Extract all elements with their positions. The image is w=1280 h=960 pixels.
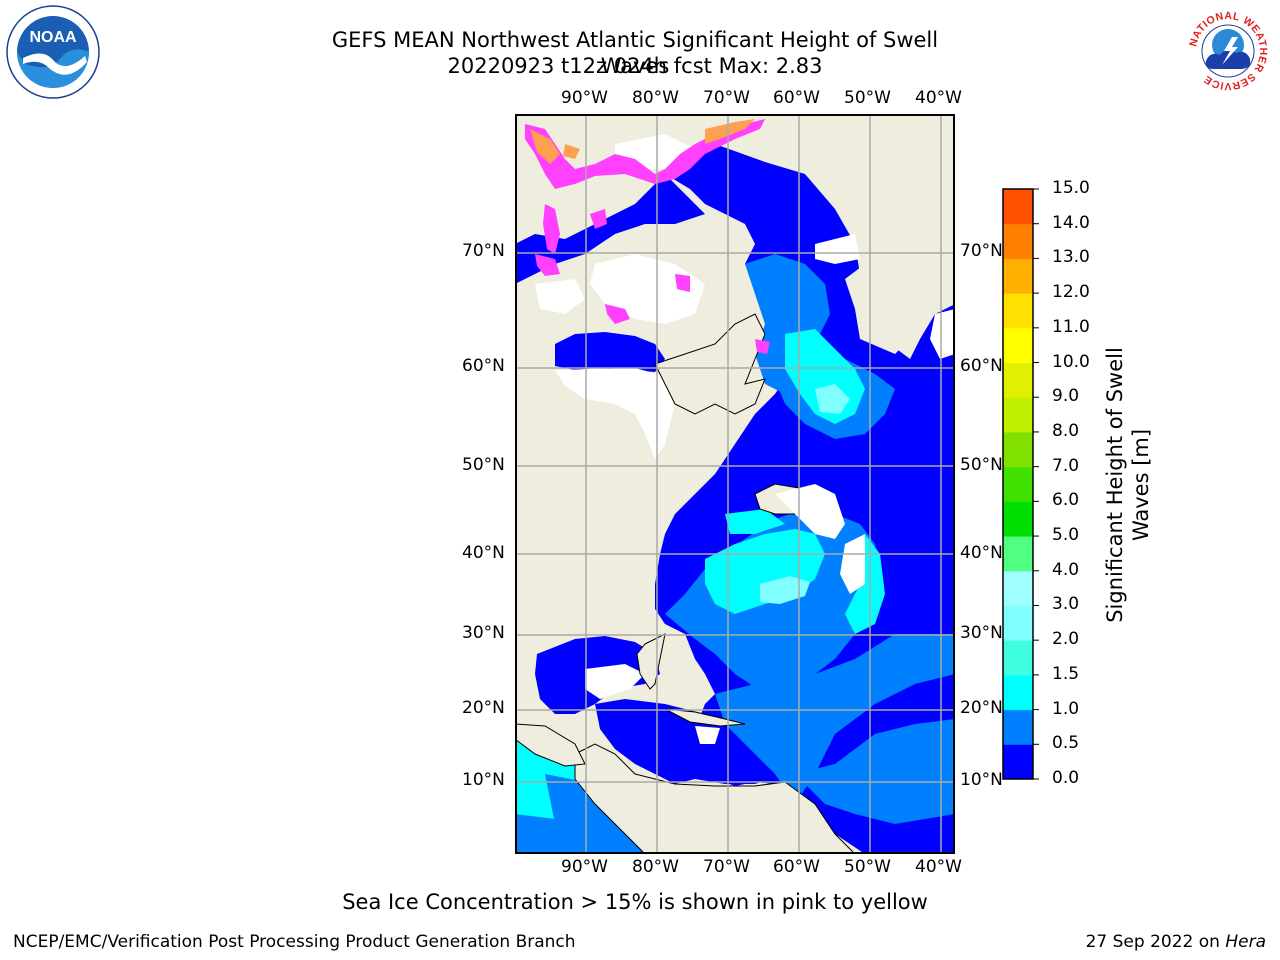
noaa-logo-text: NOAA bbox=[29, 29, 77, 46]
swell-peak bbox=[760, 576, 810, 604]
lat-tick-right: 60°N bbox=[960, 356, 1003, 376]
lon-tick-top: 70°W bbox=[703, 88, 750, 108]
colorbar-segment bbox=[1003, 674, 1033, 711]
colorbar-tick-label: 6.0 bbox=[1052, 490, 1080, 511]
wave-height-map bbox=[515, 114, 955, 854]
lat-tick-right: 70°N bbox=[960, 241, 1003, 261]
footer-credit: NCEP/EMC/Verification Post Processing Pr… bbox=[13, 932, 576, 952]
forecast-subtitle: 20220923 t12z 024h fcst Max: 2.83 bbox=[447, 54, 823, 78]
colorbar-tick-label: 4.0 bbox=[1052, 559, 1080, 580]
lat-tick-right: 20°N bbox=[960, 698, 1003, 718]
lat-tick-right: 40°N bbox=[960, 543, 1003, 563]
colorbar-tick-label: 5.0 bbox=[1052, 525, 1080, 546]
colorbar-tick-label: 8.0 bbox=[1052, 420, 1080, 441]
lat-tick-right: 50°N bbox=[960, 455, 1003, 475]
lon-tick-bottom: 70°W bbox=[703, 857, 750, 877]
colorbar-tick-label: 2.0 bbox=[1052, 629, 1080, 650]
colorbar-segment bbox=[1003, 362, 1033, 398]
colorbar-segment bbox=[1003, 327, 1033, 364]
colorbar-tick-label: 7.0 bbox=[1052, 455, 1080, 476]
colorbar bbox=[1002, 188, 1039, 780]
sea-ice bbox=[525, 119, 770, 354]
lon-tick-bottom: 40°W bbox=[915, 857, 962, 877]
colorbar-tick-label: 0.5 bbox=[1052, 733, 1080, 754]
colorbar-label: Significant Height of Swell Waves [m] bbox=[1102, 347, 1154, 623]
lon-tick-top: 60°W bbox=[773, 88, 820, 108]
colorbar-tick-label: 11.0 bbox=[1052, 316, 1090, 337]
colorbar-segment bbox=[1003, 605, 1033, 641]
colorbar-tick-label: 9.0 bbox=[1052, 386, 1080, 407]
colorbar-segment bbox=[1003, 536, 1033, 572]
colorbar-label-line1: Significant Height of Swell bbox=[1103, 347, 1127, 623]
colorbar-segment bbox=[1003, 640, 1033, 676]
colorbar-segment bbox=[1003, 501, 1033, 537]
lat-tick-left: 20°N bbox=[462, 698, 505, 718]
lon-tick-bottom: 90°W bbox=[561, 857, 608, 877]
lon-tick-top: 80°W bbox=[632, 88, 679, 108]
colorbar-tick-label: 14.0 bbox=[1052, 212, 1090, 233]
colorbar-segment bbox=[1003, 744, 1033, 780]
lon-tick-top: 50°W bbox=[844, 88, 891, 108]
lon-tick-top: 40°W bbox=[915, 88, 962, 108]
lon-tick-bottom: 50°W bbox=[844, 857, 891, 877]
colorbar-segment bbox=[1003, 258, 1033, 294]
map-gridlines bbox=[515, 114, 955, 854]
lat-tick-left: 50°N bbox=[462, 455, 505, 475]
lat-tick-left: 60°N bbox=[462, 356, 505, 376]
colorbar-label-line2: Waves [m] bbox=[1129, 428, 1153, 542]
sea-ice-note: Sea Ice Concentration > 15% is shown in … bbox=[342, 890, 928, 914]
lat-tick-left: 70°N bbox=[462, 241, 505, 261]
colorbar-segment bbox=[1003, 397, 1033, 433]
lat-tick-left: 40°N bbox=[462, 543, 505, 563]
colorbar-tick-label: 1.0 bbox=[1052, 698, 1080, 719]
colorbar-segment bbox=[1003, 189, 1033, 225]
lat-tick-right: 30°N bbox=[960, 623, 1003, 643]
colorbar-tick-label: 1.5 bbox=[1052, 663, 1080, 684]
colorbar-segment bbox=[1003, 709, 1033, 745]
hudson-bay bbox=[555, 332, 665, 372]
lat-tick-right: 10°N bbox=[960, 770, 1003, 790]
caribbean-sea bbox=[595, 699, 795, 784]
colorbar-tick-label: 13.0 bbox=[1052, 247, 1090, 268]
colorbar-segment bbox=[1003, 466, 1033, 502]
colorbar-segment bbox=[1003, 431, 1033, 468]
lat-tick-left: 10°N bbox=[462, 770, 505, 790]
colorbar-tick-label: 15.0 bbox=[1052, 178, 1090, 198]
footer-date: 27 Sep 2022 on Hera bbox=[1086, 932, 1266, 952]
colorbar-tick-label: 3.0 bbox=[1052, 594, 1080, 615]
colorbar-tick-label: 0.0 bbox=[1052, 768, 1080, 788]
colorbar-frame bbox=[1002, 188, 1034, 780]
colorbar-segment bbox=[1003, 223, 1033, 259]
chart-title: GEFS MEAN Northwest Atlantic Significant… bbox=[331, 28, 939, 78]
lat-tick-left: 30°N bbox=[462, 623, 505, 643]
greenland bbox=[805, 114, 955, 359]
lon-tick-top: 90°W bbox=[561, 88, 608, 108]
colorbar-segment bbox=[1003, 293, 1033, 329]
nws-logo: NATIONAL WEATHER SERVICE bbox=[1182, 5, 1274, 97]
colorbar-tick-label: 12.0 bbox=[1052, 282, 1090, 303]
footer-host: Hera bbox=[1225, 932, 1266, 952]
colorbar-segment bbox=[1003, 570, 1033, 606]
lon-tick-bottom: 60°W bbox=[773, 857, 820, 877]
colorbar-tick-label: 10.0 bbox=[1052, 351, 1090, 372]
noaa-logo: NOAA bbox=[6, 5, 100, 99]
footer-date-text: 27 Sep 2022 on bbox=[1085, 932, 1220, 952]
lon-tick-bottom: 80°W bbox=[632, 857, 679, 877]
